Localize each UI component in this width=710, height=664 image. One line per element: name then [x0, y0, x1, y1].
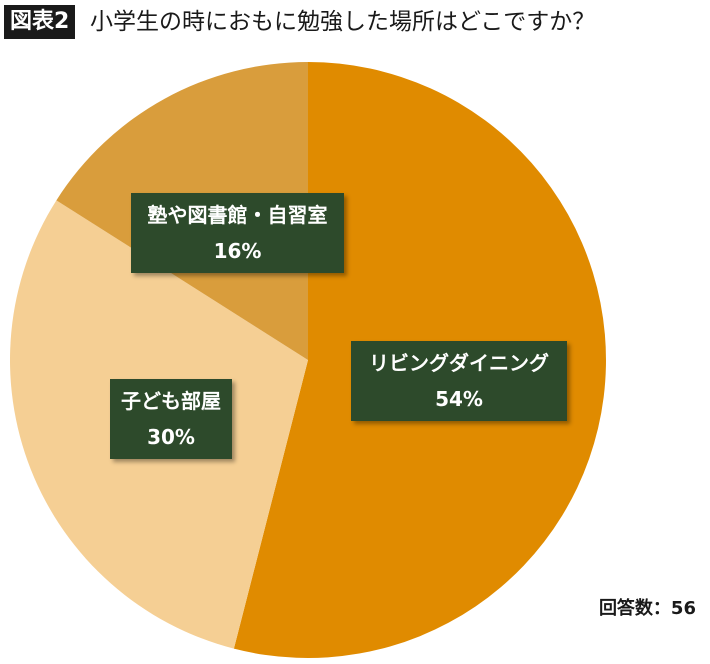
- chart-header: 図表2 小学生の時におもに勉強した場所はどこですか？: [0, 0, 710, 44]
- category-label: 子ども部屋: [121, 389, 221, 413]
- chart-title: 小学生の時におもに勉強した場所はどこですか？: [90, 9, 596, 35]
- value-label: 30%: [147, 425, 195, 449]
- slice-label-living-dining: リビングダイニング 54%: [351, 341, 567, 421]
- slice-label-childrens-room: 子ども部屋 30%: [110, 379, 232, 459]
- respondent-count: 回答数：56: [598, 598, 696, 619]
- category-label: 塾や図書館・自習室: [147, 203, 328, 227]
- value-label: 16%: [213, 239, 262, 263]
- category-label: リビングダイニング: [369, 351, 549, 375]
- value-label: 54%: [435, 387, 483, 411]
- slice-label-cram-library-study-room: 塾や図書館・自習室 16%: [131, 193, 344, 273]
- figure-number-badge: 図表2: [4, 5, 76, 39]
